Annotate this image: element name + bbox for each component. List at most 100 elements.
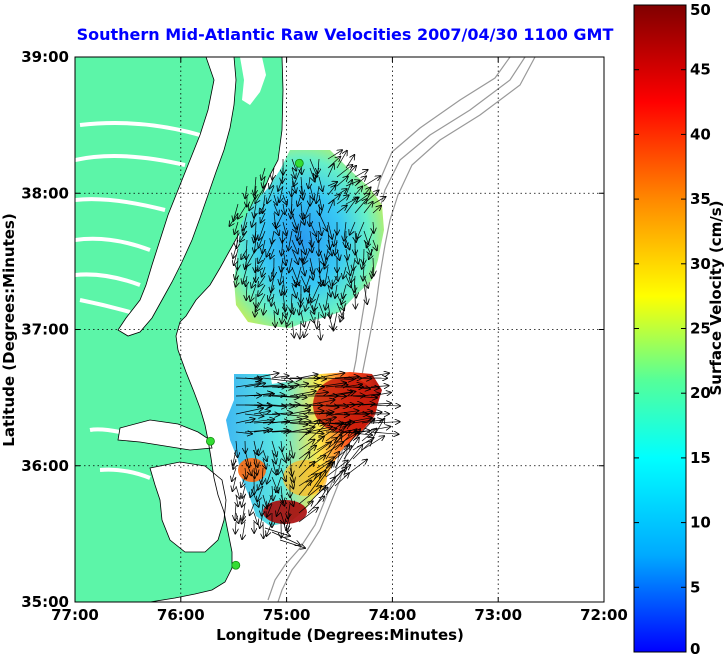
- velocity-arrow: [272, 167, 274, 179]
- velocity-arrow: [243, 212, 248, 230]
- colorbar-tick-label: 50: [690, 1, 711, 19]
- velocity-arrow: [298, 432, 323, 434]
- velocity-arrow: [289, 384, 308, 387]
- velocity-arrow: [235, 521, 236, 534]
- velocity-arrow: [354, 199, 367, 214]
- chesapeake-bay: [118, 57, 236, 336]
- velocity-arrow: [319, 176, 323, 191]
- velocity-arrow: [280, 385, 299, 387]
- velocity-arrow: [310, 266, 313, 280]
- velocity-arrow: [319, 221, 322, 235]
- velocity-arrow: [281, 284, 283, 295]
- velocity-arrow: [255, 221, 256, 239]
- velocity-arrow: [291, 185, 292, 196]
- velocity-arrow: [363, 266, 364, 280]
- velocity-arrow: [250, 503, 255, 515]
- velocity-arrow: [273, 203, 278, 215]
- velocity-arrow: [301, 248, 303, 262]
- map-title: Southern Mid-Atlantic Raw Velocities 200…: [77, 25, 614, 44]
- velocity-arrow: [289, 467, 294, 482]
- velocity-arrow: [335, 239, 337, 255]
- velocity-arrow: [244, 383, 265, 388]
- velocity-arrow: [235, 383, 260, 388]
- colorbar-tick-label: 45: [690, 61, 711, 79]
- velocity-arrow: [274, 311, 275, 327]
- velocity-arrow: [262, 386, 286, 387]
- velocity-arrow: [283, 293, 285, 311]
- velocity-arrow: [254, 467, 255, 478]
- velocity-arrow: [254, 176, 256, 195]
- velocity-arrow: [310, 257, 314, 274]
- velocity-arrow: [310, 185, 314, 199]
- velocity-arrow: [288, 521, 290, 532]
- velocity-arrow: [319, 194, 322, 210]
- velocity-arrow: [363, 202, 373, 214]
- velocity-arrow: [300, 230, 301, 244]
- velocity-arrow: [291, 212, 297, 229]
- velocity-arrow: [282, 311, 283, 323]
- velocity-arrow: [354, 275, 355, 292]
- x-tick-label: 77:00: [51, 606, 99, 624]
- velocity-arrow: [271, 275, 274, 292]
- velocity-arrow: [298, 462, 314, 478]
- velocity-arrow: [373, 239, 377, 250]
- velocity-arrow: [352, 396, 377, 398]
- land-mass: [75, 57, 283, 602]
- colorbar-tick-label: 5: [690, 578, 700, 596]
- x-tick-label: 73:00: [474, 606, 522, 624]
- velocity-arrow: [309, 284, 310, 303]
- velocity-arrow: [345, 166, 356, 178]
- velocity-arrow: [260, 512, 263, 528]
- velocity-arrow: [233, 203, 239, 221]
- velocity-arrow: [310, 239, 312, 252]
- hot-spot-s: [263, 500, 307, 524]
- velocity-arrow: [300, 257, 305, 275]
- velocity-arrow: [269, 176, 275, 188]
- velocity-arrow: [234, 221, 238, 234]
- velocity-arrow: [283, 221, 286, 235]
- velocity-arrow: [364, 284, 367, 304]
- velocity-arrow: [242, 503, 245, 520]
- velocity-arrow: [345, 198, 357, 214]
- velocity-arrow: [270, 248, 274, 258]
- velocity-arrow: [369, 248, 373, 259]
- velocity-arrow: [291, 248, 298, 264]
- velocity-arrow: [298, 374, 318, 379]
- velocity-arrow: [271, 458, 276, 475]
- velocity-arrow: [271, 396, 299, 397]
- velocity-arrow: [325, 392, 352, 397]
- velocity-arrow: [370, 405, 400, 406]
- velocity-arrow: [345, 257, 350, 275]
- velocity-arrow: [305, 293, 311, 311]
- velocity-arrow: [319, 203, 320, 215]
- velocity-arrow: [262, 266, 265, 277]
- velocity-arrow: [333, 275, 337, 285]
- velocity-arrow: [233, 458, 236, 469]
- velocity-arrow: [298, 392, 328, 397]
- velocity-arrow: [298, 486, 321, 505]
- velocity-arrow: [283, 194, 287, 204]
- velocity-arrow: [319, 257, 320, 273]
- colorbar-tick-label: 25: [690, 320, 711, 338]
- velocity-arrow: [337, 248, 340, 260]
- velocity-arrow: [334, 392, 355, 397]
- velocity-arrow: [244, 414, 263, 416]
- velocity-arrow: [267, 185, 275, 203]
- y-tick-label: 39:00: [21, 48, 69, 66]
- velocity-arrow: [362, 257, 364, 269]
- velocity-arrow: [325, 435, 342, 460]
- velocity-arrow: [327, 221, 332, 239]
- velocity-arrow: [267, 503, 273, 517]
- velocity-arrow: [281, 440, 282, 451]
- velocity-arrow: [262, 395, 285, 396]
- station-markers: [206, 158, 304, 570]
- velocity-arrow: [251, 275, 257, 288]
- velocity-arrow: [281, 512, 284, 524]
- x-tick-label: 72:00: [580, 606, 628, 624]
- velocity-arrow: [258, 248, 266, 263]
- velocity-arrow: [298, 385, 319, 387]
- velocity-arrow: [245, 257, 247, 269]
- velocity-arrow: [233, 239, 239, 258]
- velocity-arrow: [325, 414, 349, 415]
- velocity-arrow: [278, 176, 284, 191]
